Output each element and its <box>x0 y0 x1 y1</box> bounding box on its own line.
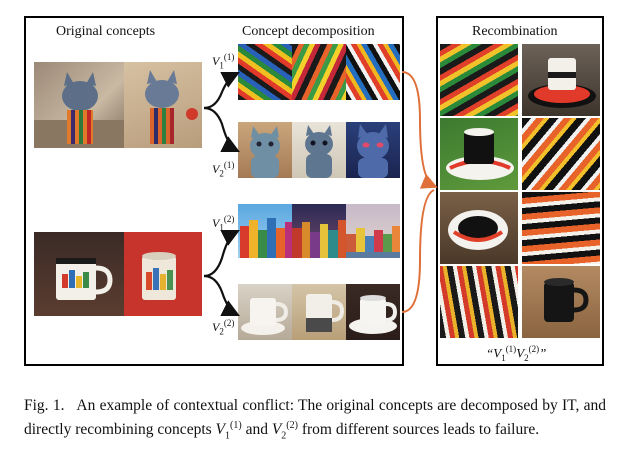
cat-photo-1 <box>34 62 124 148</box>
recomb-image-4 <box>522 118 600 190</box>
original-concepts-title: Original concepts <box>56 24 156 39</box>
caption-fig-label: Fig. 1. <box>24 397 65 414</box>
recomb-image-6 <box>522 192 600 264</box>
caption-text-b: from different sources leads to failure. <box>297 421 540 439</box>
v2-1-cat-statue-3 <box>346 122 400 178</box>
v2-1-cat-statue-2 <box>292 122 346 178</box>
v1-2-city-2 <box>292 204 346 258</box>
v1-2-city-3 <box>346 204 400 258</box>
v2-2-mug-1 <box>238 284 292 340</box>
concept-decomposition-title: Concept decomposition <box>242 24 375 39</box>
figure-caption: Fig. 1. An example of contextual conflic… <box>24 397 606 442</box>
v2-1-cat-statue-1 <box>238 122 292 178</box>
arrow-cat-to-v2 <box>203 106 240 152</box>
mug-photo-2 <box>124 232 202 316</box>
label-v2-2: V2(2) <box>212 318 235 337</box>
recomb-image-8 <box>522 266 600 338</box>
cat-photo-2 <box>124 62 202 148</box>
v1-2-city-1 <box>238 204 292 258</box>
v2-2-mug-2 <box>292 284 346 340</box>
caption-text-a: An example of contextual conflict: The o… <box>24 397 606 439</box>
recomb-image-5 <box>440 192 518 264</box>
recomb-image-3 <box>440 118 518 190</box>
arrow-mug-to-v1 <box>203 230 240 278</box>
label-v2-1: V2(1) <box>212 160 235 179</box>
recomb-image-7 <box>440 266 518 338</box>
orange-arrow-from-v1-1 <box>401 71 438 189</box>
recomb-image-2 <box>522 44 600 116</box>
v2-2-mug-3 <box>346 284 400 340</box>
arrow-cat-to-v1 <box>203 72 240 110</box>
recombination-prompt-label: “V1(1)V2(2)” <box>486 344 547 363</box>
recomb-image-1 <box>440 44 518 116</box>
v1-1-pattern-3 <box>346 44 400 100</box>
label-v1-1: V1(1) <box>212 52 235 71</box>
v1-1-pattern-1 <box>238 44 292 100</box>
arrow-mug-to-v2 <box>203 274 240 316</box>
v1-1-pattern-2 <box>292 44 346 100</box>
label-v1-2: V1(2) <box>212 214 235 233</box>
orange-arrow-from-v2-2 <box>401 189 435 313</box>
mug-photo-1 <box>34 232 124 316</box>
recombination-title: Recombination <box>472 24 558 39</box>
